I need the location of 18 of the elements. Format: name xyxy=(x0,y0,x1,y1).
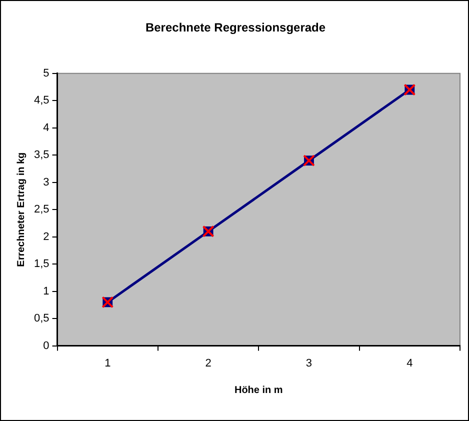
y-tick-label: 2 xyxy=(43,230,50,243)
x-tick-label: 3 xyxy=(306,357,312,370)
y-tick-label: 0,5 xyxy=(34,312,50,325)
x-tick-label: 4 xyxy=(406,357,413,370)
y-tick-label: 0 xyxy=(43,340,50,352)
x-axis-title: Höhe in m xyxy=(234,384,283,396)
y-tick-label: 1,5 xyxy=(34,258,50,270)
y-tick-label: 3,5 xyxy=(34,149,50,162)
y-axis-title: Errechneter Ertrag in kg xyxy=(16,152,27,267)
x-tick-label: 1 xyxy=(104,357,111,370)
y-tick-label: 3 xyxy=(43,176,50,188)
chart-title: Berechnete Regressionsgerade xyxy=(145,20,326,35)
y-tick-label: 5 xyxy=(43,67,50,80)
y-tick-label: 1 xyxy=(43,285,50,298)
y-tick-label: 4 xyxy=(43,122,50,134)
y-tick-label: 2,5 xyxy=(34,204,50,216)
x-tick-label: 2 xyxy=(205,357,212,370)
y-tick-label: 4,5 xyxy=(34,94,50,107)
